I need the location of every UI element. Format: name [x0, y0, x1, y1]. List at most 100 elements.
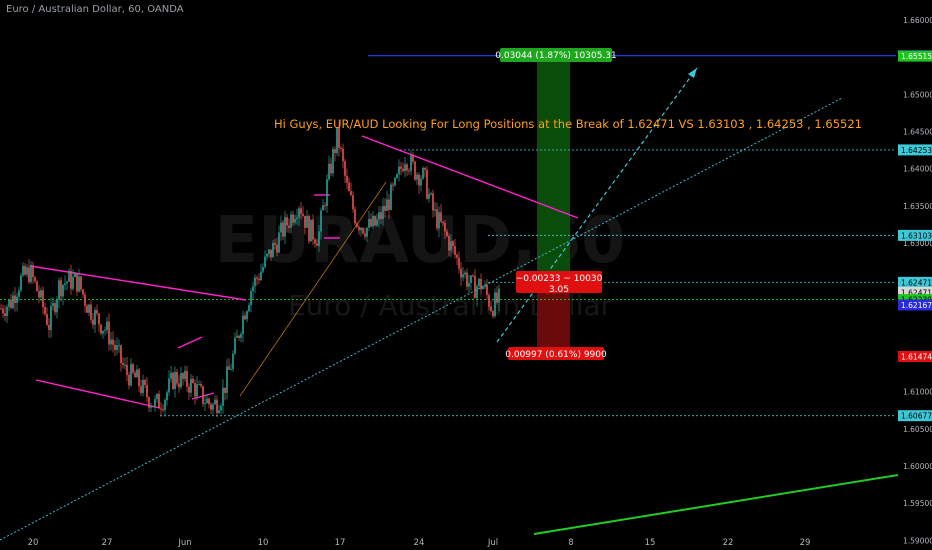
- projection-arrow[interactable]: [496, 67, 698, 343]
- candle-body: [100, 324, 102, 334]
- orange-trendline[interactable]: [239, 181, 387, 397]
- long-trendline[interactable]: [0, 97, 843, 541]
- candle-body: [348, 182, 350, 192]
- candle-body: [440, 212, 442, 222]
- candle-body: [202, 386, 204, 404]
- candle-body: [236, 335, 238, 338]
- candle-body: [298, 208, 300, 218]
- candle-body: [178, 383, 180, 388]
- price-tag-1.61474[interactable]: 1.61474: [898, 350, 932, 362]
- candle-body: [294, 219, 296, 223]
- target-label[interactable]: 0.03044 (1.87%) 10305.31: [495, 48, 617, 62]
- candle-body: [46, 313, 48, 325]
- price-axis[interactable]: 1.660001.655001.650001.645001.640001.635…: [898, 16, 932, 545]
- candle-body: [140, 386, 142, 393]
- candle-body: [270, 249, 272, 258]
- x-tick-20: 20: [28, 538, 39, 548]
- candle-body: [232, 353, 234, 370]
- candle-body: [16, 296, 18, 304]
- candle-body: [212, 404, 214, 410]
- x-tick-24: 24: [414, 538, 425, 548]
- wedge-lower-left[interactable]: [35, 379, 161, 409]
- candle-body: [56, 299, 58, 313]
- candle-body: [434, 209, 436, 211]
- y-tick-1.60000: 1.60000: [903, 462, 932, 471]
- candle-body: [416, 174, 418, 180]
- green-support-line[interactable]: [533, 474, 899, 535]
- candle-body: [300, 208, 302, 214]
- candle-body: [136, 369, 138, 378]
- candle-body: [252, 286, 254, 292]
- candle-body: [192, 378, 194, 383]
- y-tick-1.60500: 1.60500: [903, 425, 932, 434]
- target-zone[interactable]: [537, 56, 570, 283]
- candle-body: [352, 195, 354, 210]
- y-tick-1.63000: 1.63000: [903, 239, 932, 248]
- candle-body: [186, 370, 188, 387]
- price-tag-text: 1.62471: [901, 288, 932, 297]
- candle-body: [40, 290, 42, 298]
- price-tag-1.60677[interactable]: 1.60677: [898, 410, 932, 422]
- candle-body: [402, 168, 404, 172]
- candle-body: [262, 266, 264, 272]
- candles: [0, 119, 500, 418]
- candle-body: [150, 406, 152, 408]
- price-tag-1.62471[interactable]: 1.62471: [898, 276, 932, 288]
- candle-body: [344, 161, 346, 176]
- candle-body: [350, 191, 352, 196]
- price-tag-1.64253[interactable]: 1.64253: [898, 144, 932, 156]
- candle-body: [240, 333, 242, 338]
- candle-body: [390, 184, 392, 210]
- channel-small-1[interactable]: [177, 336, 203, 349]
- candle-body: [408, 170, 410, 172]
- candle-body: [376, 219, 378, 226]
- candle-body: [26, 267, 28, 275]
- time-axis[interactable]: 20 27 Jun 10 17 24 Jul 8 15 22 29: [28, 538, 811, 548]
- price-tag-1.63103[interactable]: 1.63103: [898, 229, 932, 241]
- stop-label[interactable]: 0.00997 (0.61%) 9900: [505, 347, 607, 360]
- wedge-upper-right[interactable]: [361, 135, 579, 219]
- candle-body: [82, 289, 84, 295]
- candle-body: [494, 292, 496, 317]
- candle-body: [406, 164, 408, 171]
- price-tag-text: 1.65515: [901, 52, 932, 61]
- candle-body: [38, 291, 40, 298]
- candle-body: [444, 223, 446, 232]
- candle-body: [182, 373, 184, 379]
- candle-body: [180, 373, 182, 388]
- candle-body: [134, 372, 136, 378]
- x-tick-8: 8: [568, 538, 573, 548]
- price-tag-box: [898, 350, 932, 362]
- candle-body: [106, 321, 108, 330]
- candle-body: [356, 223, 358, 228]
- price-tag-1.65515[interactable]: 1.65515: [898, 50, 932, 62]
- candle-body: [62, 284, 64, 297]
- candle-body: [284, 217, 286, 237]
- price-tag-text: 1.64253: [901, 146, 932, 155]
- candle-body: [164, 400, 166, 410]
- candle-body: [218, 410, 220, 413]
- annotation-text: Hi Guys, EUR/AUD Looking For Long Positi…: [274, 117, 862, 131]
- candle-body: [70, 270, 72, 289]
- y-tick-1.64500: 1.64500: [903, 128, 932, 137]
- candle-body: [366, 227, 368, 237]
- candle-body: [4, 313, 6, 316]
- candle-body: [92, 319, 94, 325]
- candle-body: [374, 215, 376, 226]
- candle-body: [50, 305, 52, 331]
- candle-body: [76, 273, 78, 292]
- candle-body: [172, 372, 174, 389]
- price-tag-1.62167[interactable]: 1.62167: [898, 299, 932, 311]
- stop-zone[interactable]: [537, 282, 570, 357]
- candle-body: [480, 278, 482, 290]
- wedge-upper-left[interactable]: [29, 265, 247, 301]
- candle-body: [210, 404, 212, 410]
- candle-body: [424, 167, 426, 170]
- candle-body: [354, 209, 356, 224]
- candle-body: [152, 406, 154, 408]
- price-tag-1.62471[interactable]: 1.62471: [898, 286, 932, 298]
- candle-body: [2, 308, 4, 314]
- candle-body: [124, 364, 126, 366]
